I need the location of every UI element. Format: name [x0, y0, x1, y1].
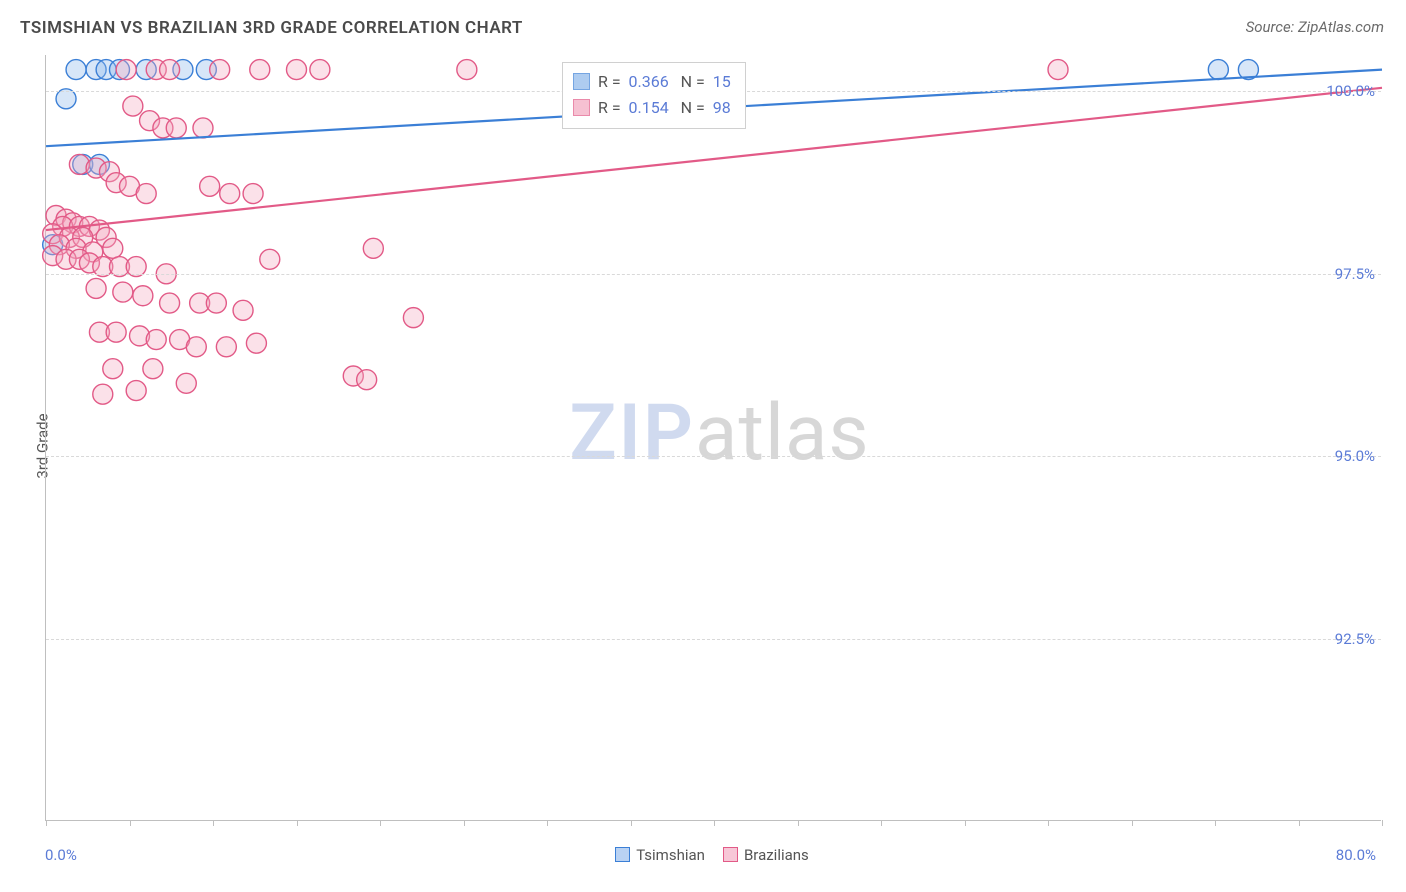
stat-r-value: 0.154 [629, 98, 669, 117]
stat-n-value: 15 [713, 72, 731, 91]
x-tick-mark [881, 820, 882, 826]
data-point [160, 60, 180, 80]
data-point [186, 337, 206, 357]
x-tick-mark [1048, 820, 1049, 826]
correlation-stats-box: R = 0.366 N = 15R = 0.154 N = 98 [562, 62, 746, 129]
x-tick-mark [965, 820, 966, 826]
svg-layer [46, 55, 1381, 820]
data-point [126, 381, 146, 401]
data-point [103, 359, 123, 379]
data-point [403, 308, 423, 328]
data-point [287, 60, 307, 80]
data-point [363, 238, 383, 258]
gridline [46, 274, 1381, 275]
data-point [1048, 60, 1068, 80]
data-point [166, 118, 186, 138]
stats-row: R = 0.366 N = 15 [573, 69, 731, 95]
data-point [200, 176, 220, 196]
data-point [250, 60, 270, 80]
data-point [113, 282, 133, 302]
data-point [143, 359, 163, 379]
legend-label: Brazilians [744, 846, 809, 864]
stats-swatch [573, 73, 590, 90]
data-point [310, 60, 330, 80]
x-tick-mark [380, 820, 381, 826]
x-tick-mark [213, 820, 214, 826]
gridline [46, 639, 1381, 640]
data-point [260, 249, 280, 269]
data-point [116, 60, 136, 80]
data-point [133, 286, 153, 306]
legend-swatch [615, 847, 630, 862]
x-tick-mark [1299, 820, 1300, 826]
data-point [146, 330, 166, 350]
data-point [357, 370, 377, 390]
x-tick-mark [46, 820, 47, 826]
chart-title: TSIMSHIAN VS BRAZILIAN 3RD GRADE CORRELA… [20, 18, 523, 38]
x-tick-mark [798, 820, 799, 826]
y-tick-label: 100.0% [1326, 82, 1375, 100]
data-point [457, 60, 477, 80]
x-tick-mark [1215, 820, 1216, 826]
chart-container: TSIMSHIAN VS BRAZILIAN 3RD GRADE CORRELA… [0, 0, 1406, 892]
x-tick-mark [297, 820, 298, 826]
plot-area: ZIPatlas 92.5%95.0%97.5%100.0% [45, 55, 1381, 821]
y-tick-label: 97.5% [1335, 265, 1375, 283]
legend-bottom: Tsimshian Brazilians [0, 846, 1406, 864]
stat-r-value: 0.366 [629, 72, 669, 91]
stats-swatch [573, 99, 590, 116]
y-tick-label: 92.5% [1335, 630, 1375, 648]
stat-n-value: 98 [713, 98, 731, 117]
x-tick-mark [464, 820, 465, 826]
data-point [93, 384, 113, 404]
x-tick-mark [631, 820, 632, 826]
source-attribution: Source: ZipAtlas.com [1246, 18, 1384, 36]
data-point [136, 184, 156, 204]
data-point [210, 60, 230, 80]
data-point [66, 60, 86, 80]
x-tick-mark [714, 820, 715, 826]
data-point [160, 293, 180, 313]
data-point [176, 373, 196, 393]
x-tick-mark [547, 820, 548, 826]
legend-swatch [723, 847, 738, 862]
legend-label: Tsimshian [636, 846, 705, 864]
stats-row: R = 0.154 N = 98 [573, 95, 731, 121]
data-point [106, 322, 126, 342]
data-point [193, 118, 213, 138]
y-tick-label: 95.0% [1335, 447, 1375, 465]
data-point [86, 278, 106, 298]
data-point [123, 96, 143, 116]
data-point [1208, 60, 1228, 80]
data-point [233, 300, 253, 320]
data-point [216, 337, 236, 357]
data-point [103, 238, 123, 258]
gridline [46, 456, 1381, 457]
data-point [206, 293, 226, 313]
data-point [220, 184, 240, 204]
x-tick-mark [130, 820, 131, 826]
data-point [246, 333, 266, 353]
x-tick-mark [1382, 820, 1383, 826]
data-point [243, 184, 263, 204]
x-tick-mark [1132, 820, 1133, 826]
